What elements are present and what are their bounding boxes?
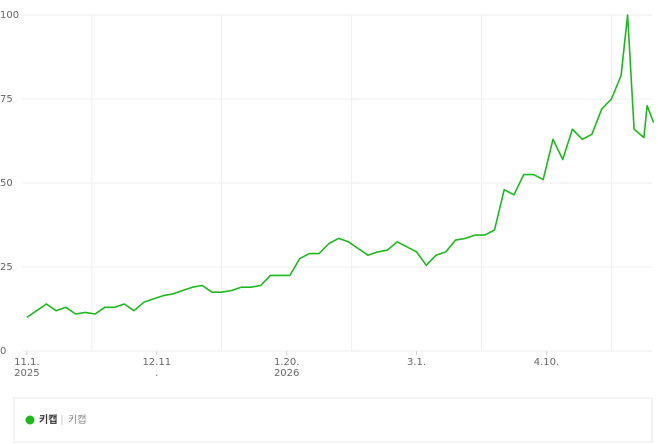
x-tick-sublabel: 2025	[14, 368, 39, 379]
x-tick-label: 3.1.	[407, 357, 426, 368]
y-tick-label: 75	[0, 94, 13, 105]
legend-sub: 키캡	[68, 414, 86, 426]
legend-box	[13, 397, 653, 443]
x-tick-label: 4.10.	[534, 357, 559, 368]
line-series	[26, 14, 655, 319]
y-tick-label: 0	[0, 346, 6, 357]
legend-marker[interactable]	[25, 415, 35, 425]
y-tick-label: 25	[0, 262, 13, 273]
x-tick-label: 1.20.	[274, 357, 299, 368]
x-tick-label: 11.1.	[14, 357, 39, 368]
x-tick-label: 12.11	[142, 357, 171, 368]
y-tick-label: 100	[0, 10, 19, 21]
y-tick-label: 50	[0, 178, 13, 189]
legend-label[interactable]: 키캡	[39, 413, 57, 426]
x-tick-sublabel: .	[155, 368, 158, 379]
x-tick-sublabel: 2026	[274, 368, 299, 379]
